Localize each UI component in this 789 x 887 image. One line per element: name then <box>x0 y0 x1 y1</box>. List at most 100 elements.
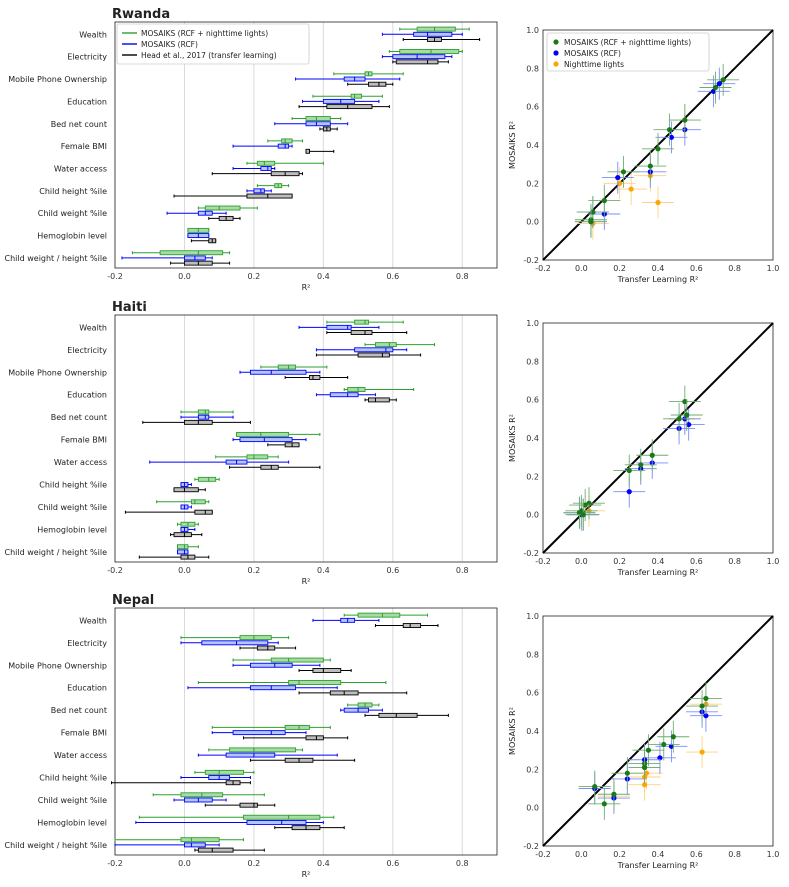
box-mosaiks-rcf- <box>246 188 272 194</box>
series-nighttime-lights <box>567 402 701 531</box>
x-tick-label: -0.2 <box>535 850 551 859</box>
iqr-box <box>368 81 387 87</box>
category-label: Female BMI <box>61 729 107 738</box>
x-tick-label: 0.6 <box>690 557 703 566</box>
legend-marker <box>553 61 559 67</box>
iqr-box <box>232 730 286 736</box>
data-point <box>682 117 688 123</box>
iqr-box <box>402 623 422 628</box>
box-mosaiks-rcf-nighttime-lights- <box>194 769 255 775</box>
iqr-box <box>173 532 192 538</box>
box-head-et-al-2017-transfer-learning- <box>173 193 293 199</box>
scatter-panel-3: -0.2-0.2 0.0 0.0 0.2 0.2 0.4 0.4 0.6 0.6 0.8 0.8 1.… <box>508 612 779 870</box>
category-label: Child height %ile <box>39 481 107 490</box>
y-tick-label: -0.2 <box>523 256 539 265</box>
data-point <box>699 749 705 755</box>
box-head-et-al-2017-transfer-learning- <box>229 464 321 470</box>
box-panel-rwanda: Rwanda -0.2 0.0 0.2 0.4 0.6 0.8 R² Wealth Electri… <box>5 7 498 292</box>
data-point <box>670 734 676 740</box>
x-tick-label: 0.4 <box>317 859 330 868</box>
box-mosaiks-rcf-nighttime-lights- <box>152 792 265 798</box>
x-tick-label: 0.2 <box>613 264 626 273</box>
box-head-et-al-2017-transfer-learning- <box>194 847 265 853</box>
legend: MOSAIKS (RCF + nighttime lights) MOSAIKS … <box>116 23 310 65</box>
iqr-box <box>305 116 331 122</box>
box-mosaiks-rcf- <box>197 752 338 758</box>
series-mosaiks-rcf-nighttime-lights- <box>563 385 703 531</box>
y-tick-label: 0.2 <box>526 765 539 774</box>
y-tick-label: 1.0 <box>526 26 539 35</box>
x-tick-label: 0.6 <box>690 850 703 859</box>
y-tick-label: -0.2 <box>523 549 539 558</box>
y-axis-label: MOSAIKS R² <box>508 707 517 755</box>
x-tick-label: 1.0 <box>767 264 780 273</box>
data-point <box>647 163 653 169</box>
category-label: Child weight %ile <box>38 503 107 512</box>
box-head-et-al-2017-transfer-learning- <box>211 171 304 177</box>
x-tick-label: 0.4 <box>317 272 330 281</box>
box-mosaiks-rcf- <box>381 31 463 37</box>
box-mosaiks-rcf- <box>211 730 307 736</box>
data-point <box>703 695 709 702</box>
iqr-box <box>309 375 321 380</box>
iqr-box <box>229 747 297 753</box>
data-point <box>588 219 594 225</box>
box-mosaiks-rcf-nighttime-lights- <box>177 544 199 550</box>
panel-title: Nepal <box>112 593 154 608</box>
data-point <box>666 127 673 133</box>
box-mosaiks-rcf- <box>298 324 380 330</box>
box-mosaiks-rcf-nighttime-lights- <box>347 702 380 708</box>
x-tick-label: 1.0 <box>767 850 780 859</box>
box-mosaiks-rcf- <box>180 482 192 487</box>
box-mosaiks-rcf-nighttime-lights- <box>236 431 321 437</box>
iqr-box <box>284 724 310 730</box>
data-point <box>620 169 627 175</box>
x-tick-label: 0.8 <box>456 859 469 868</box>
x-tick-label: 0.2 <box>613 557 626 566</box>
iqr-box <box>256 160 276 166</box>
iqr-box <box>326 324 352 330</box>
x-tick-label: 1.0 <box>767 557 780 566</box>
y-tick-label: 0.2 <box>526 179 539 188</box>
iqr-box <box>392 54 446 60</box>
iqr-box <box>197 476 217 482</box>
data-point <box>699 703 705 709</box>
iqr-box <box>239 802 258 808</box>
category-label: Electricity <box>67 53 107 62</box>
data-point <box>641 782 648 788</box>
plot-frame <box>542 29 774 261</box>
data-point <box>641 764 648 771</box>
x-tick-label: 0.6 <box>690 264 703 273</box>
box-head-et-al-2017-transfer-learning- <box>298 690 408 696</box>
category-label: Child weight / height %ile <box>5 841 108 850</box>
box-mosaiks-rcf-nighttime-lights- <box>246 160 324 166</box>
data-point <box>676 416 682 422</box>
box-mosaiks-rcf- <box>187 233 210 239</box>
iqr-box <box>322 98 356 104</box>
category-label: Wealth <box>79 616 107 625</box>
data-point <box>684 412 690 418</box>
iqr-box <box>270 657 324 663</box>
box-head-et-al-2017-transfer-learning- <box>274 825 345 831</box>
category-label: Hemoglobin level <box>37 525 107 534</box>
box-mosaiks-rcf- <box>295 76 401 82</box>
box-head-et-al-2017-transfer-learning- <box>190 238 217 244</box>
x-tick-label: 0.8 <box>456 566 469 575</box>
category-label: Electricity <box>67 639 107 648</box>
y-tick-label: 0.8 <box>526 357 539 366</box>
category-label: Child weight %ile <box>38 209 107 218</box>
box-panel-nepal: Nepal -0.2 0.0 0.2 0.4 0.6 0.8 R² Wealth Electric… <box>5 593 498 879</box>
category-label: Bed net count <box>51 413 107 422</box>
category-label: Child weight / height %ile <box>5 254 108 263</box>
iqr-box <box>243 814 321 820</box>
data-point <box>626 467 632 474</box>
box-head-et-al-2017-transfer-learning- <box>364 397 397 403</box>
iqr-box <box>277 364 297 370</box>
iqr-box <box>236 431 290 437</box>
data-point <box>624 770 630 776</box>
x-tick-label: -0.2 <box>107 272 123 281</box>
legend-marker <box>553 50 559 56</box>
legend-label: MOSAIKS (RCF + nighttime lights) <box>141 29 268 38</box>
box-mosaiks-rcf- <box>274 121 349 127</box>
box-mosaiks-rcf-nighttime-lights- <box>180 409 234 415</box>
